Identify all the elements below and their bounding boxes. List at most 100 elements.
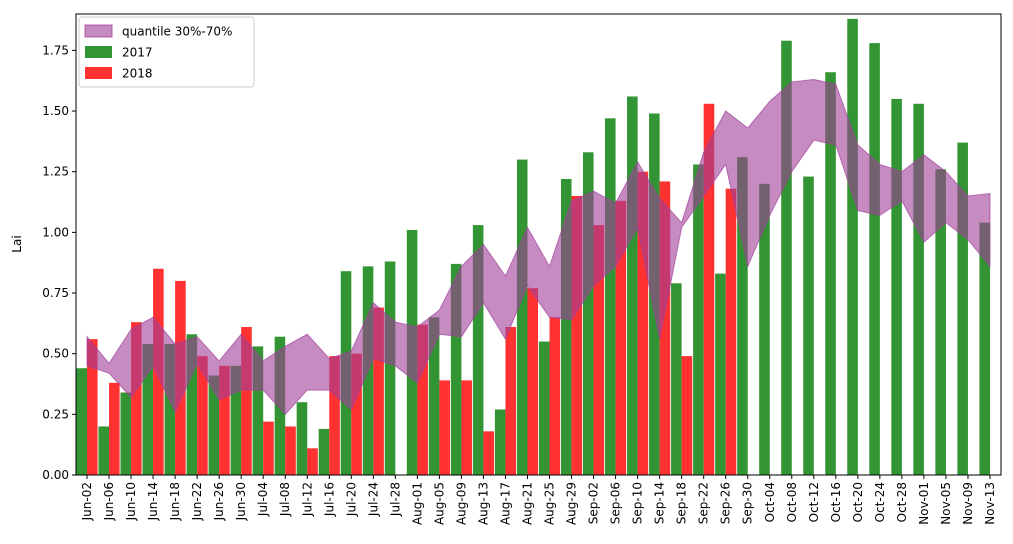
bar-2018-aug-25 xyxy=(549,317,561,475)
x-tick-label: Jul-08 xyxy=(278,482,292,517)
bar-2017-oct-12 xyxy=(803,176,814,475)
y-tick-label: 1.50 xyxy=(42,104,69,118)
x-tick-label: Oct-12 xyxy=(807,482,821,522)
bar-2018-aug-13 xyxy=(483,431,495,475)
x-tick-label: Nov-05 xyxy=(939,482,953,525)
bar-2018-sep-18 xyxy=(681,356,693,475)
legend-swatch-band xyxy=(84,24,113,38)
bar-2017-jun-02 xyxy=(76,368,88,475)
x-tick-label: Sep-06 xyxy=(609,482,623,524)
x-tick-label: Aug-25 xyxy=(543,482,557,525)
y-tick-label: 1.75 xyxy=(42,43,69,57)
bar-2017-sep-02 xyxy=(582,152,594,476)
x-tick-label: Oct-28 xyxy=(895,482,909,522)
quantile-band-layer xyxy=(86,79,991,416)
x-tick-label: Sep-30 xyxy=(741,482,755,524)
bar-2017-oct-08 xyxy=(781,40,792,475)
bar-2018-jul-04 xyxy=(263,421,274,475)
x-tick-label: Jul-12 xyxy=(300,482,314,517)
bar-2018-aug-21 xyxy=(527,288,539,475)
x-tick-label: Oct-16 xyxy=(829,482,843,522)
bar-2018-jul-24 xyxy=(373,307,384,475)
bar-2017-jul-04 xyxy=(252,346,264,475)
legend-swatch-2018 xyxy=(85,67,112,79)
bar-2018-aug-09 xyxy=(461,380,472,475)
x-tick-label: Jul-16 xyxy=(322,482,336,517)
bar-2017-jun-18 xyxy=(164,343,176,475)
bar-2018-aug-29 xyxy=(571,195,583,475)
bar-2018-jul-08 xyxy=(285,426,296,475)
x-tick-label: Sep-02 xyxy=(587,482,601,524)
bar-2018-sep-10 xyxy=(637,171,649,475)
x-tick-label: Oct-20 xyxy=(851,482,865,522)
x-tick-label: Sep-14 xyxy=(653,482,667,524)
x-tick-label: Aug-01 xyxy=(410,482,424,525)
x-tick-label: Nov-13 xyxy=(983,482,997,525)
x-tick-label: Aug-09 xyxy=(454,482,468,525)
bar-2017-sep-10 xyxy=(627,96,638,476)
legend-label-band: quantile 30%-70% xyxy=(122,25,232,39)
bar-2017-jun-22 xyxy=(186,334,198,475)
x-tick-label: Jun-06 xyxy=(102,482,116,521)
bar-2018-jun-06 xyxy=(109,382,120,475)
x-tick-label: Nov-09 xyxy=(961,482,975,525)
x-tick-label: Sep-18 xyxy=(675,482,689,524)
legend-label-2017: 2017 xyxy=(122,46,153,60)
bar-2018-jun-02 xyxy=(87,339,98,475)
bar-2018-jul-20 xyxy=(351,353,362,475)
legend-box xyxy=(78,16,255,88)
bar-2017-sep-30 xyxy=(737,157,748,475)
bar-2017-jul-12 xyxy=(296,402,308,475)
x-tick-label: Jun-02 xyxy=(80,482,94,521)
y-tick-label: 0.25 xyxy=(42,407,69,421)
x-tick-label: Jul-20 xyxy=(344,482,358,517)
bar-2017-sep-06 xyxy=(605,118,616,475)
bar-2017-nov-09 xyxy=(957,142,968,475)
x-tick-label: Aug-13 xyxy=(476,482,490,525)
bar-2017-aug-13 xyxy=(472,225,484,475)
bar-2018-aug-01 xyxy=(417,324,428,475)
bar-2017-aug-21 xyxy=(516,159,528,475)
bar-2018-sep-02 xyxy=(593,225,605,475)
y-axis: 0.00 0.25 0.50 0.75 1.00 1.25 1.50 1.75 xyxy=(42,43,76,482)
x-tick-label: Jun-26 xyxy=(212,482,226,521)
bar-2018-sep-26 xyxy=(725,188,737,475)
legend-swatch-2017 xyxy=(85,46,112,58)
bar-2018-aug-05 xyxy=(439,380,450,475)
x-tick-label: Aug-17 xyxy=(498,482,512,525)
bar-2017-oct-24 xyxy=(869,43,880,476)
bar-2018-sep-22 xyxy=(703,103,715,476)
x-tick-label: Oct-04 xyxy=(763,482,777,522)
bar-2017-jun-14 xyxy=(142,343,154,475)
bar-2017-sep-18 xyxy=(671,283,682,475)
series-2018-bars xyxy=(87,103,737,476)
x-tick-label: Aug-29 xyxy=(565,482,579,525)
x-tick-label: Sep-26 xyxy=(719,482,733,524)
bar-2018-jun-22 xyxy=(197,356,208,475)
bar-2018-jun-10 xyxy=(131,322,142,475)
y-tick-label: 0.75 xyxy=(42,286,69,300)
bar-2018-sep-14 xyxy=(659,181,671,476)
legend-label-2018: 2018 xyxy=(122,67,153,81)
bar-2017-jun-26 xyxy=(208,375,220,475)
x-axis: Jun-02 Jun-06 Jun-10 Jun-14 Jun-18 Jun-22 Jun-… xyxy=(80,475,997,525)
bar-2017-oct-16 xyxy=(825,72,836,475)
bar-2018-jun-30 xyxy=(241,326,252,475)
x-tick-label: Jul-04 xyxy=(256,482,270,517)
x-tick-label: Sep-10 xyxy=(631,482,645,524)
bar-2017-aug-25 xyxy=(538,341,550,475)
legend: quantile 30%-70% 2017 2018 xyxy=(78,16,255,88)
bar-2018-jun-26 xyxy=(219,365,230,475)
x-tick-label: Sep-22 xyxy=(697,482,711,524)
bar-2017-aug-05 xyxy=(428,317,440,475)
bar-2017-nov-05 xyxy=(935,169,946,475)
x-tick-label: Nov-01 xyxy=(917,482,931,525)
bar-2018-jul-16 xyxy=(329,356,340,475)
bar-2017-aug-29 xyxy=(560,178,572,476)
bar-2017-jun-30 xyxy=(230,365,242,475)
y-axis-label: Lai xyxy=(10,235,24,252)
quantile-band-area xyxy=(86,79,991,416)
bar-2017-jul-28 xyxy=(384,261,396,475)
x-tick-label: Jun-22 xyxy=(190,482,204,521)
